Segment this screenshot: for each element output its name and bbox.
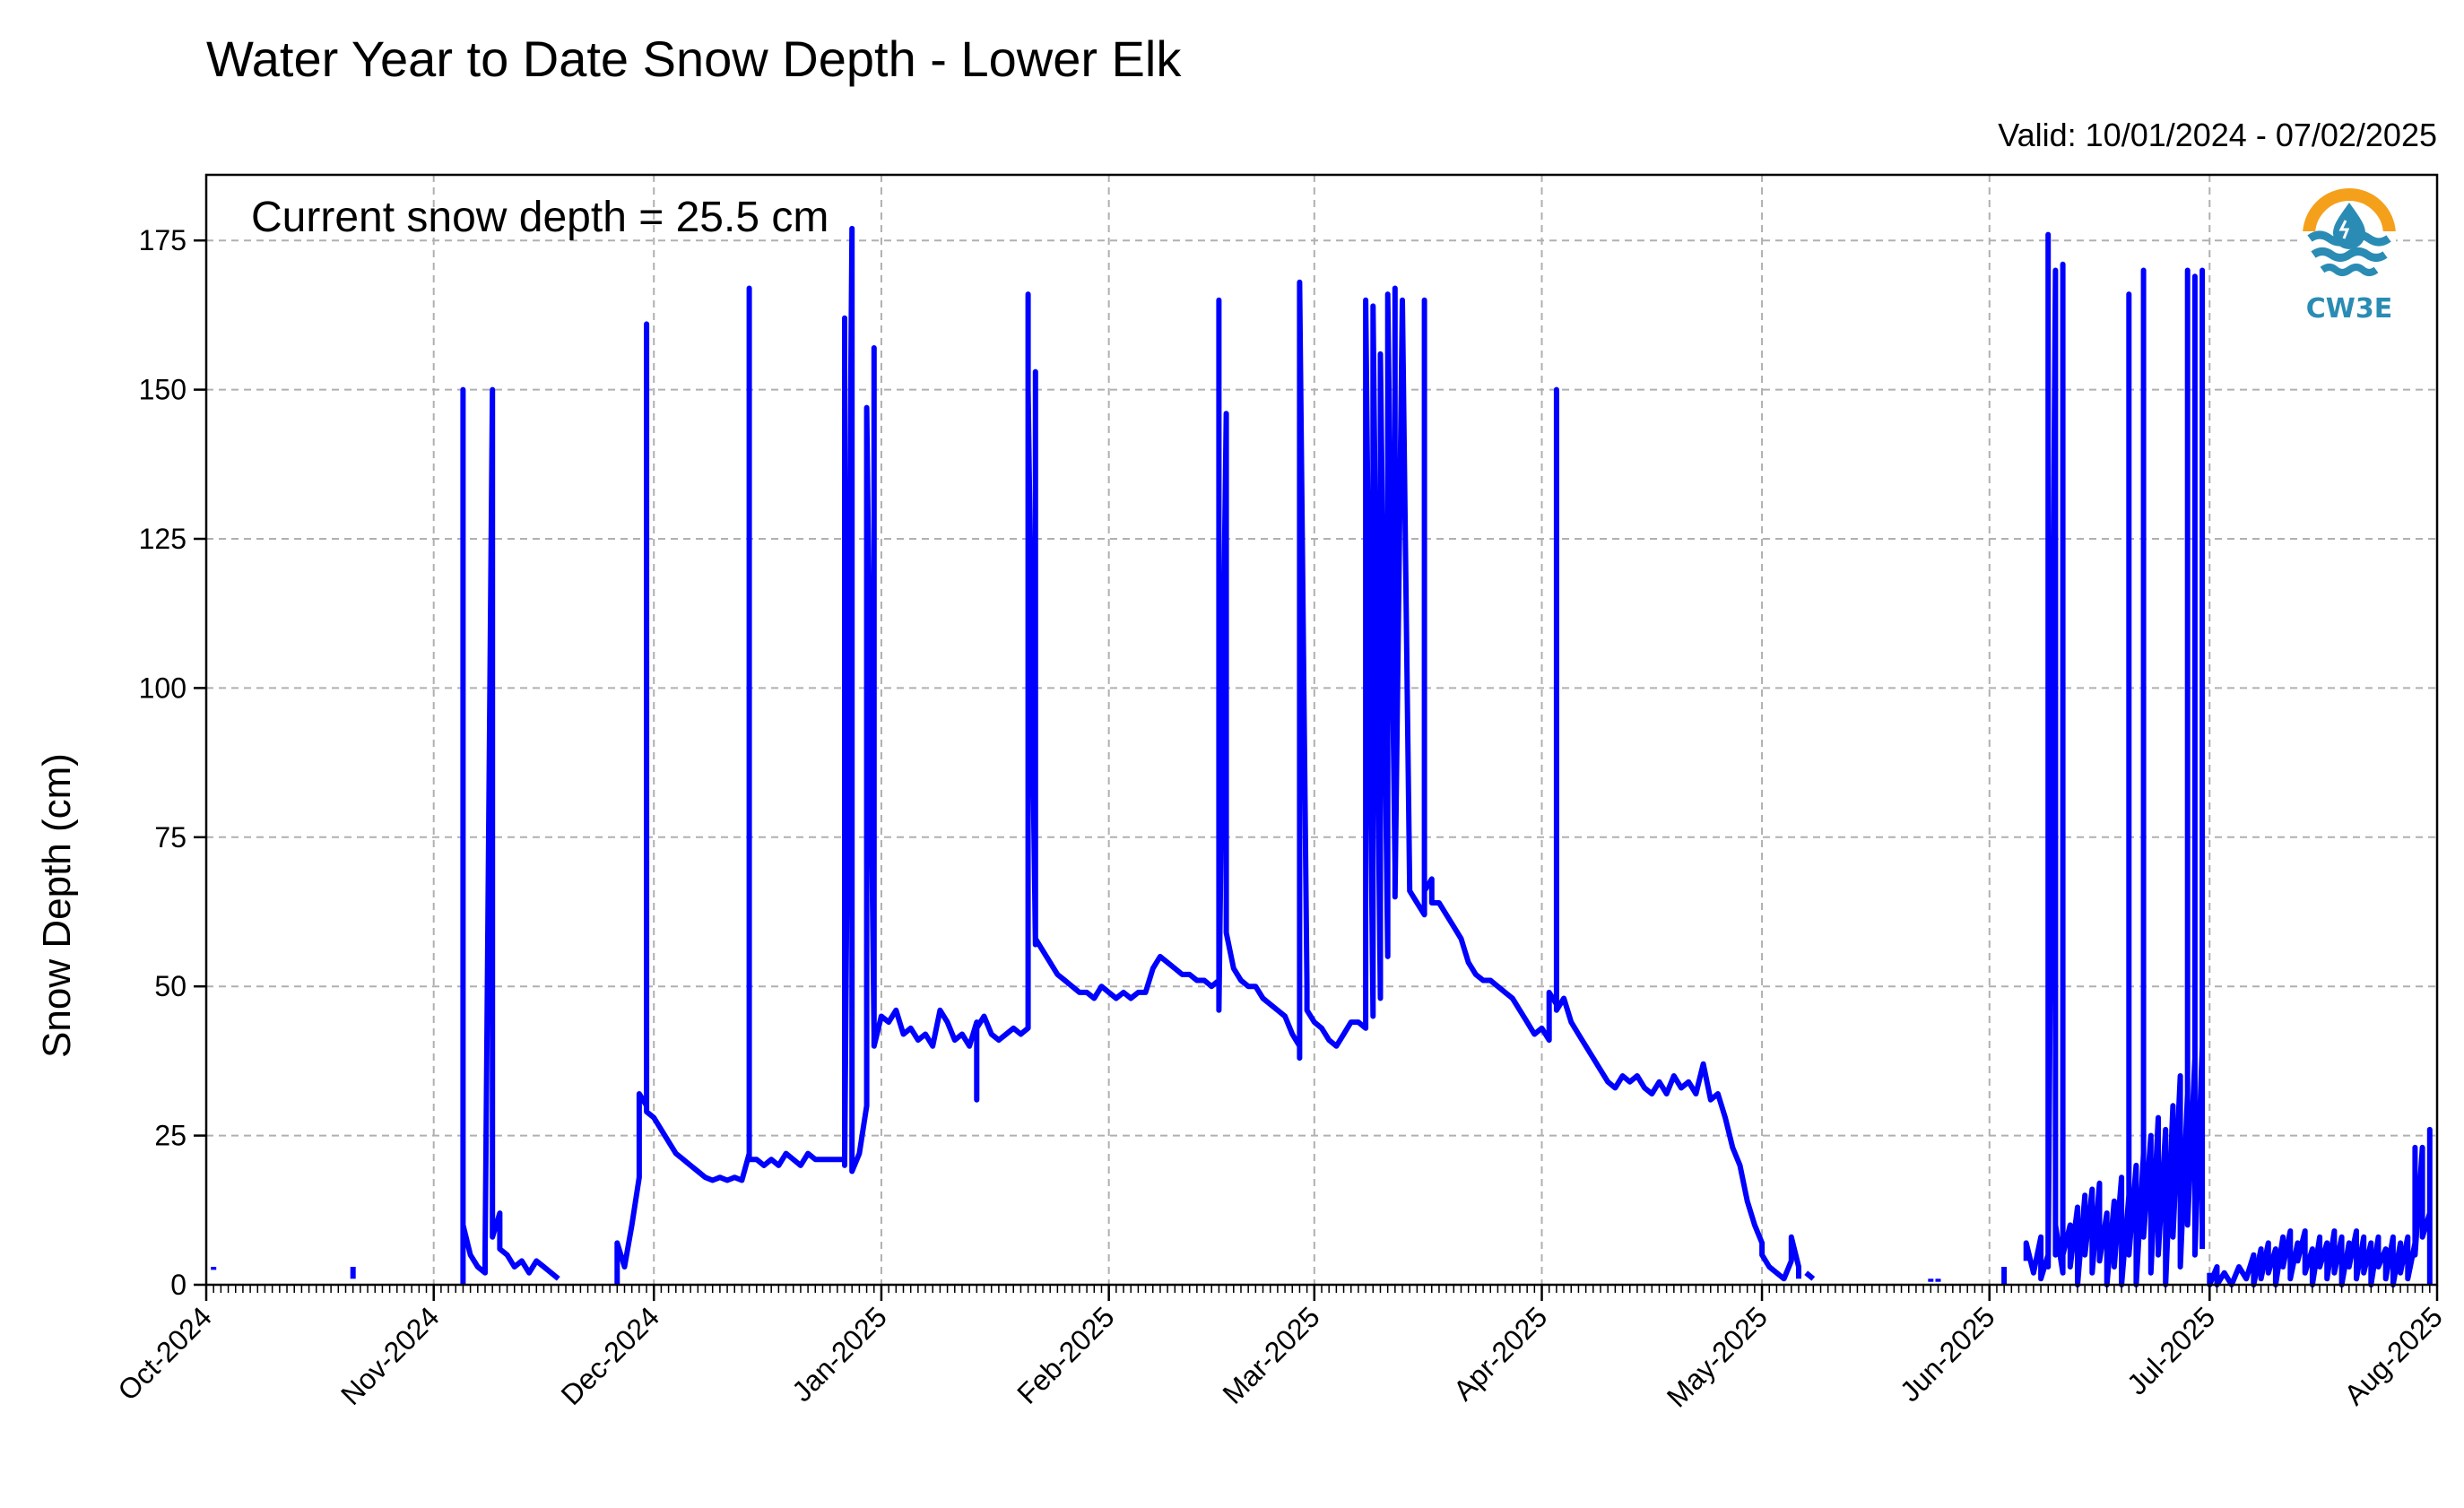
- y-tick-label: 100: [139, 672, 187, 704]
- x-tick-label: Apr-2025: [1447, 1300, 1554, 1407]
- y-tick-label: 75: [154, 821, 187, 854]
- logo-wave-icon: [2311, 247, 2388, 262]
- plot-frame: [204, 173, 2439, 1287]
- y-axis-label: Snow Depth (cm): [35, 753, 79, 1058]
- x-tick-label: Feb-2025: [1011, 1300, 1120, 1409]
- x-tick-label: Nov-2024: [334, 1300, 446, 1411]
- logo-text: CW3E: [2306, 293, 2392, 325]
- series-line: [1804, 1270, 1816, 1281]
- series-line: [614, 225, 1801, 1285]
- series-line: [460, 386, 560, 1285]
- x-tick-label: Dec-2024: [555, 1300, 666, 1411]
- y-tick-label: 125: [139, 523, 187, 555]
- series-line: [2023, 231, 2206, 1287]
- logo-drop-icon: [2333, 203, 2365, 249]
- x-tick-label: Jul-2025: [2121, 1300, 2221, 1400]
- logo-bolt-icon: [2338, 220, 2350, 239]
- x-tick-label: May-2025: [1661, 1300, 1774, 1413]
- x-tick-label: Aug-2025: [2338, 1300, 2449, 1411]
- y-tick-label: 175: [139, 224, 187, 256]
- series-line: [2207, 1126, 2433, 1287]
- series-group: [211, 225, 2433, 1287]
- y-tick-label: 0: [170, 1269, 187, 1301]
- x-tick-label: Jan-2025: [785, 1300, 893, 1408]
- valid-date-range: Valid: 10/01/2024 - 07/02/2025: [1998, 117, 2437, 153]
- current-depth-annotation: Current snow depth = 25.5 cm: [251, 194, 829, 241]
- chart-title: Water Year to Date Snow Depth - Lower El…: [206, 30, 1182, 87]
- logo-wave-icon: [2320, 264, 2379, 276]
- grid-lines: [206, 175, 2437, 1285]
- y-tick-label: 25: [154, 1120, 187, 1152]
- y-tick-label: 50: [154, 970, 187, 1002]
- x-tick-label: Oct-2024: [111, 1300, 218, 1407]
- y-tick-label: 150: [139, 374, 187, 406]
- cw3e-logo: CW3E: [2303, 188, 2396, 325]
- x-tick-label: Mar-2025: [1216, 1300, 1325, 1409]
- x-tick-label: Jun-2025: [1894, 1300, 2001, 1408]
